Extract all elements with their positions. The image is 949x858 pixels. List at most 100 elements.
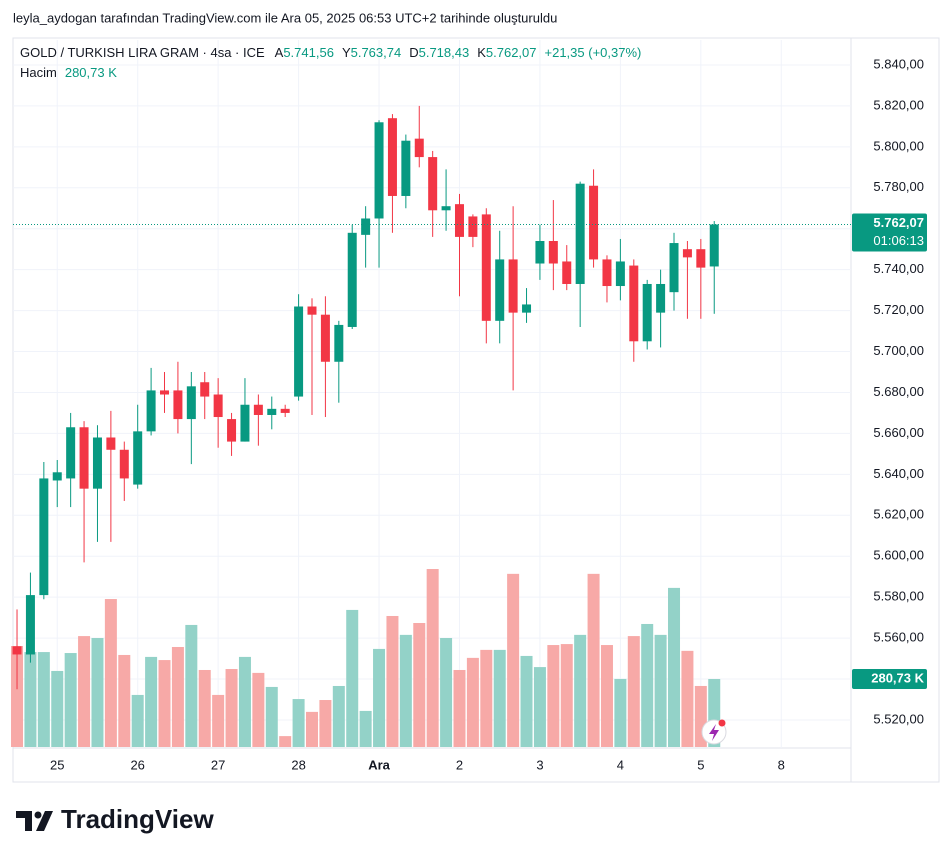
- candle-body: [441, 206, 451, 211]
- candle-body: [320, 314, 330, 362]
- legend-value: 5.763,74: [351, 45, 402, 60]
- y-tick-label: 5.580,00: [873, 589, 924, 604]
- volume-bar: [305, 711, 318, 747]
- event-dot: [718, 719, 726, 727]
- volume-bar: [373, 648, 386, 747]
- volume-bar: [574, 634, 587, 747]
- candle-body: [200, 382, 210, 397]
- volume-bar: [587, 573, 600, 747]
- chart-frame: [12, 37, 940, 783]
- candle-body: [106, 437, 116, 450]
- y-tick-label: 5.720,00: [873, 302, 924, 317]
- volume-bar: [238, 656, 251, 747]
- candle-body: [186, 386, 196, 420]
- candle-body: [696, 249, 706, 268]
- legend-value: 5.741,56: [283, 45, 334, 60]
- volume-bar: [614, 678, 627, 747]
- volume-bar: [225, 669, 238, 747]
- volume-bar: [212, 694, 225, 747]
- candle-body: [454, 204, 464, 237]
- candle-body: [669, 243, 679, 293]
- candle-body: [481, 214, 491, 321]
- candle-body: [682, 249, 692, 258]
- legend-key: Y: [342, 45, 351, 60]
- y-tick-label: 5.740,00: [873, 261, 924, 276]
- y-tick-label: 5.820,00: [873, 97, 924, 112]
- candle-body: [253, 404, 263, 415]
- last-price-box: [852, 213, 927, 252]
- y-tick-label: 5.520,00: [873, 711, 924, 726]
- candle-body: [709, 224, 719, 267]
- candle-body: [548, 240, 558, 264]
- candle-body: [508, 259, 518, 313]
- volume-bar: [292, 699, 305, 747]
- last-price-label: 5.762,07: [873, 215, 924, 230]
- candle-body: [656, 283, 666, 313]
- candle-body: [535, 240, 545, 264]
- volume-bar: [480, 649, 493, 747]
- candle-body: [213, 394, 223, 418]
- brand-logo: [16, 811, 53, 831]
- candle-body: [468, 216, 478, 237]
- candle-body: [66, 427, 76, 479]
- candle-body: [589, 185, 599, 260]
- volume-bar: [346, 609, 359, 747]
- legend-key: D: [409, 45, 418, 60]
- candle-body: [495, 259, 505, 321]
- candle-body: [12, 646, 22, 655]
- volume-bar: [399, 634, 412, 747]
- volume-bar: [185, 624, 198, 747]
- volume-bar: [426, 569, 439, 747]
- x-tick-label: 2: [456, 757, 463, 772]
- volume-bar: [413, 623, 426, 747]
- brand-name: TradingView: [61, 804, 214, 834]
- volume-bar: [158, 660, 171, 747]
- volume-bar: [641, 623, 654, 747]
- candle-body: [387, 118, 397, 196]
- countdown: 01:06:13: [873, 233, 924, 248]
- candle-body: [280, 408, 290, 413]
- y-tick-label: 5.620,00: [873, 507, 924, 522]
- volume-title: Hacim: [20, 65, 57, 80]
- candle-body: [173, 390, 183, 420]
- x-tick-label: 27: [211, 757, 225, 772]
- volume-bar: [386, 615, 399, 747]
- volume-bar: [681, 650, 694, 747]
- volume-label: 280,73 K: [871, 670, 924, 685]
- x-tick-label: 3: [536, 757, 543, 772]
- y-tick-label: 5.700,00: [873, 343, 924, 358]
- volume-bar: [668, 587, 681, 747]
- volume-bar: [466, 657, 479, 747]
- candle-body: [307, 306, 317, 315]
- legend-symbol: GOLD / TURKISH LIRA GRAM · 4sa · ICE: [20, 45, 265, 60]
- volume-bar: [11, 646, 24, 747]
- volume-bar: [520, 655, 533, 747]
- candle-body: [642, 283, 652, 342]
- candle-body: [146, 390, 156, 432]
- legend: GOLD / TURKISH LIRA GRAM · 4sa · ICE A5.7…: [20, 45, 641, 80]
- volume-bar: [198, 669, 211, 747]
- volume-bar: [654, 634, 667, 747]
- volume-bar: [600, 645, 613, 747]
- volume-bar: [533, 667, 546, 747]
- x-tick-label: 26: [130, 757, 144, 772]
- candle-body: [92, 437, 102, 489]
- candle-body: [401, 140, 411, 196]
- volume-bar: [24, 652, 37, 747]
- y-tick-label: 5.640,00: [873, 466, 924, 481]
- volume-value: 280,73 K: [65, 65, 117, 80]
- event-icon-bolt: [709, 724, 719, 741]
- legend-value: 5.718,43: [419, 45, 470, 60]
- volume-bar: [118, 654, 131, 747]
- volume-bar: [252, 672, 265, 747]
- candle-body: [522, 304, 532, 313]
- y-tick-label: 5.560,00: [873, 630, 924, 645]
- volume-bar: [131, 694, 144, 747]
- volume-legend: Hacim 280,73 K: [20, 65, 117, 80]
- volume-bar: [453, 669, 466, 747]
- volume-bar: [493, 649, 506, 747]
- volume-bar: [332, 685, 345, 747]
- candle-body: [227, 419, 237, 442]
- candle-body: [160, 390, 170, 395]
